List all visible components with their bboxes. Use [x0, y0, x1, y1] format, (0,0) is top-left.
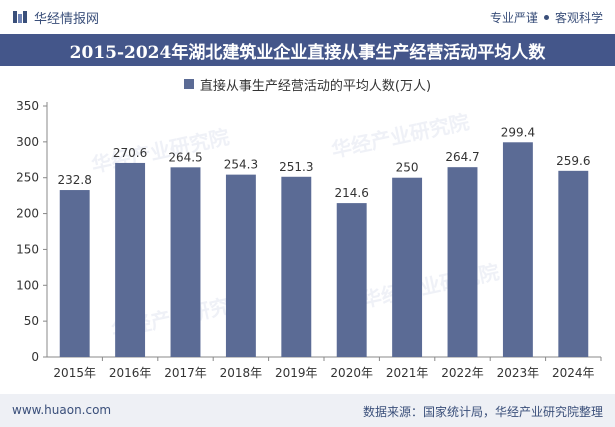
data-label: 299.4	[501, 125, 535, 139]
y-tick-label: 250	[16, 171, 39, 185]
title-bar: 2015-2024年湖北建筑业企业直接从事生产经营活动平均人数	[0, 34, 615, 66]
tagline-left: 专业严谨	[489, 11, 538, 25]
bar	[392, 177, 423, 357]
bar	[502, 142, 533, 357]
bar	[281, 176, 312, 357]
footer-source: 数据来源：国家统计局，华经产业研究院整理	[362, 405, 603, 419]
x-tick-label: 2022年	[441, 366, 484, 380]
legend-label: 直接从事生产经营活动的平均人数(万人)	[199, 78, 432, 94]
data-label: 232.8	[58, 173, 92, 187]
y-tick-label: 350	[16, 99, 39, 113]
bar	[558, 170, 589, 357]
bar	[170, 167, 201, 357]
chart-title: 2015-2024年湖北建筑业企业直接从事生产经营活动平均人数	[69, 42, 546, 63]
legend-swatch	[183, 79, 194, 89]
data-label: 264.7	[445, 150, 479, 164]
y-tick-label: 50	[24, 314, 39, 328]
data-label: 214.6	[335, 186, 369, 200]
tagline-right: 客观科学	[554, 11, 603, 25]
bar	[225, 174, 256, 357]
x-tick-label: 2020年	[330, 366, 373, 380]
bar	[336, 203, 367, 357]
x-tick-label: 2024年	[552, 366, 595, 380]
brand-name: 华经情报网	[34, 11, 100, 27]
top-bar: 华经情报网 专业严谨 客观科学	[0, 0, 615, 34]
x-tick-label: 2017年	[164, 366, 207, 380]
footer: www.huaon.com 数据来源：国家统计局，华经产业研究院整理	[0, 394, 615, 427]
bar	[59, 190, 90, 357]
data-label: 270.6	[113, 146, 147, 160]
dot-icon	[543, 15, 549, 20]
x-tick-label: 2016年	[109, 366, 152, 380]
x-tick-label: 2023年	[497, 366, 540, 380]
data-label: 254.3	[224, 158, 258, 172]
y-tick-label: 0	[31, 350, 39, 364]
bar-chart: 0 50 100 150 200 250 300 350 232.8 2015年 270.6 2016…	[16, 99, 602, 380]
data-label: 250	[396, 161, 419, 175]
tagline: 专业严谨 客观科学	[490, 9, 603, 26]
data-label: 251.3	[279, 160, 313, 174]
brand: 华经情报网	[12, 8, 100, 27]
y-tick-label: 100	[16, 278, 39, 292]
x-tick-label: 2019年	[275, 366, 318, 380]
bar	[447, 167, 478, 357]
footer-site: www.huaon.com	[12, 403, 112, 417]
x-tick-label: 2018年	[220, 366, 263, 380]
data-label: 264.5	[168, 150, 202, 164]
data-label: 259.6	[556, 154, 590, 168]
y-tick-label: 200	[16, 207, 39, 221]
x-tick-label: 2015年	[53, 366, 96, 380]
x-tick-label: 2021年	[386, 366, 429, 380]
bar	[115, 162, 146, 357]
logo-icon	[13, 11, 27, 23]
y-tick-label: 150	[16, 242, 39, 256]
legend: 直接从事生产经营活动的平均人数(万人)	[0, 74, 615, 94]
y-tick-label: 300	[16, 135, 39, 149]
